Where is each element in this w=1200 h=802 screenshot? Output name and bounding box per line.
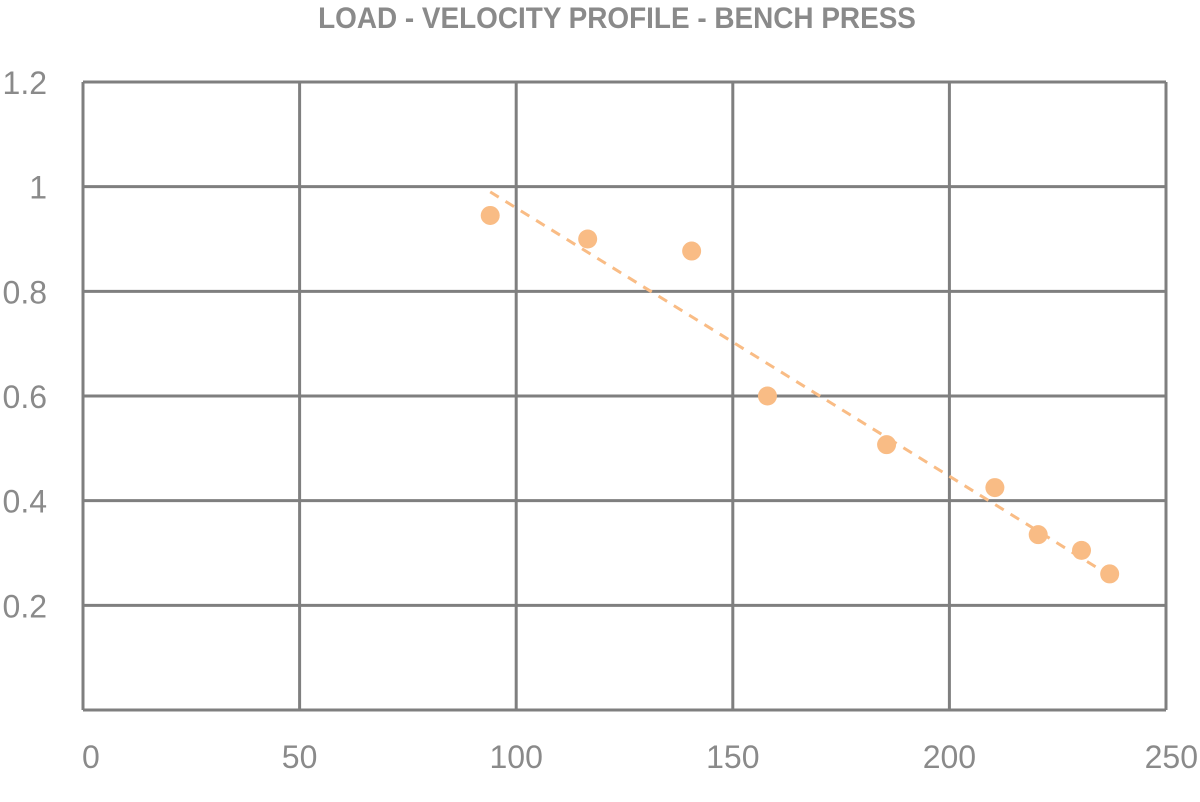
- y-tick-label: 0.4: [3, 484, 47, 520]
- y-tick-label: 1: [29, 170, 47, 206]
- trendline: [489, 190, 1111, 577]
- y-tick-label: 0.8: [3, 274, 47, 310]
- x-tick-label: 150: [706, 739, 759, 775]
- y-tick-label: 0.2: [3, 588, 47, 624]
- chart-title: LOAD - VELOCITY PROFILE - BENCH PRESS: [318, 2, 916, 35]
- y-tick-label: 0.6: [3, 379, 47, 415]
- trendline-layer: [489, 190, 1111, 577]
- x-axis-ticks: 0 50 100 150 200 250: [82, 739, 1198, 775]
- data-point: [1100, 564, 1120, 584]
- data-point: [682, 241, 702, 261]
- y-axis-ticks: 0.2 0.4 0.6 0.8 1 1.2: [3, 65, 47, 624]
- data-point: [877, 435, 897, 455]
- x-tick-label: 0: [82, 739, 100, 775]
- x-tick-label: 50: [282, 739, 318, 775]
- data-points: [480, 205, 1120, 584]
- x-tick-label: 250: [1145, 739, 1198, 775]
- data-point: [578, 229, 598, 249]
- grid-lines: [81, 80, 1168, 712]
- y-tick-label: 1.2: [3, 65, 47, 101]
- data-point: [757, 386, 777, 406]
- data-point: [985, 478, 1005, 498]
- x-tick-label: 100: [490, 739, 543, 775]
- x-tick-label: 200: [923, 739, 976, 775]
- data-point: [1028, 525, 1048, 545]
- data-point: [480, 205, 500, 225]
- data-point: [1072, 540, 1092, 560]
